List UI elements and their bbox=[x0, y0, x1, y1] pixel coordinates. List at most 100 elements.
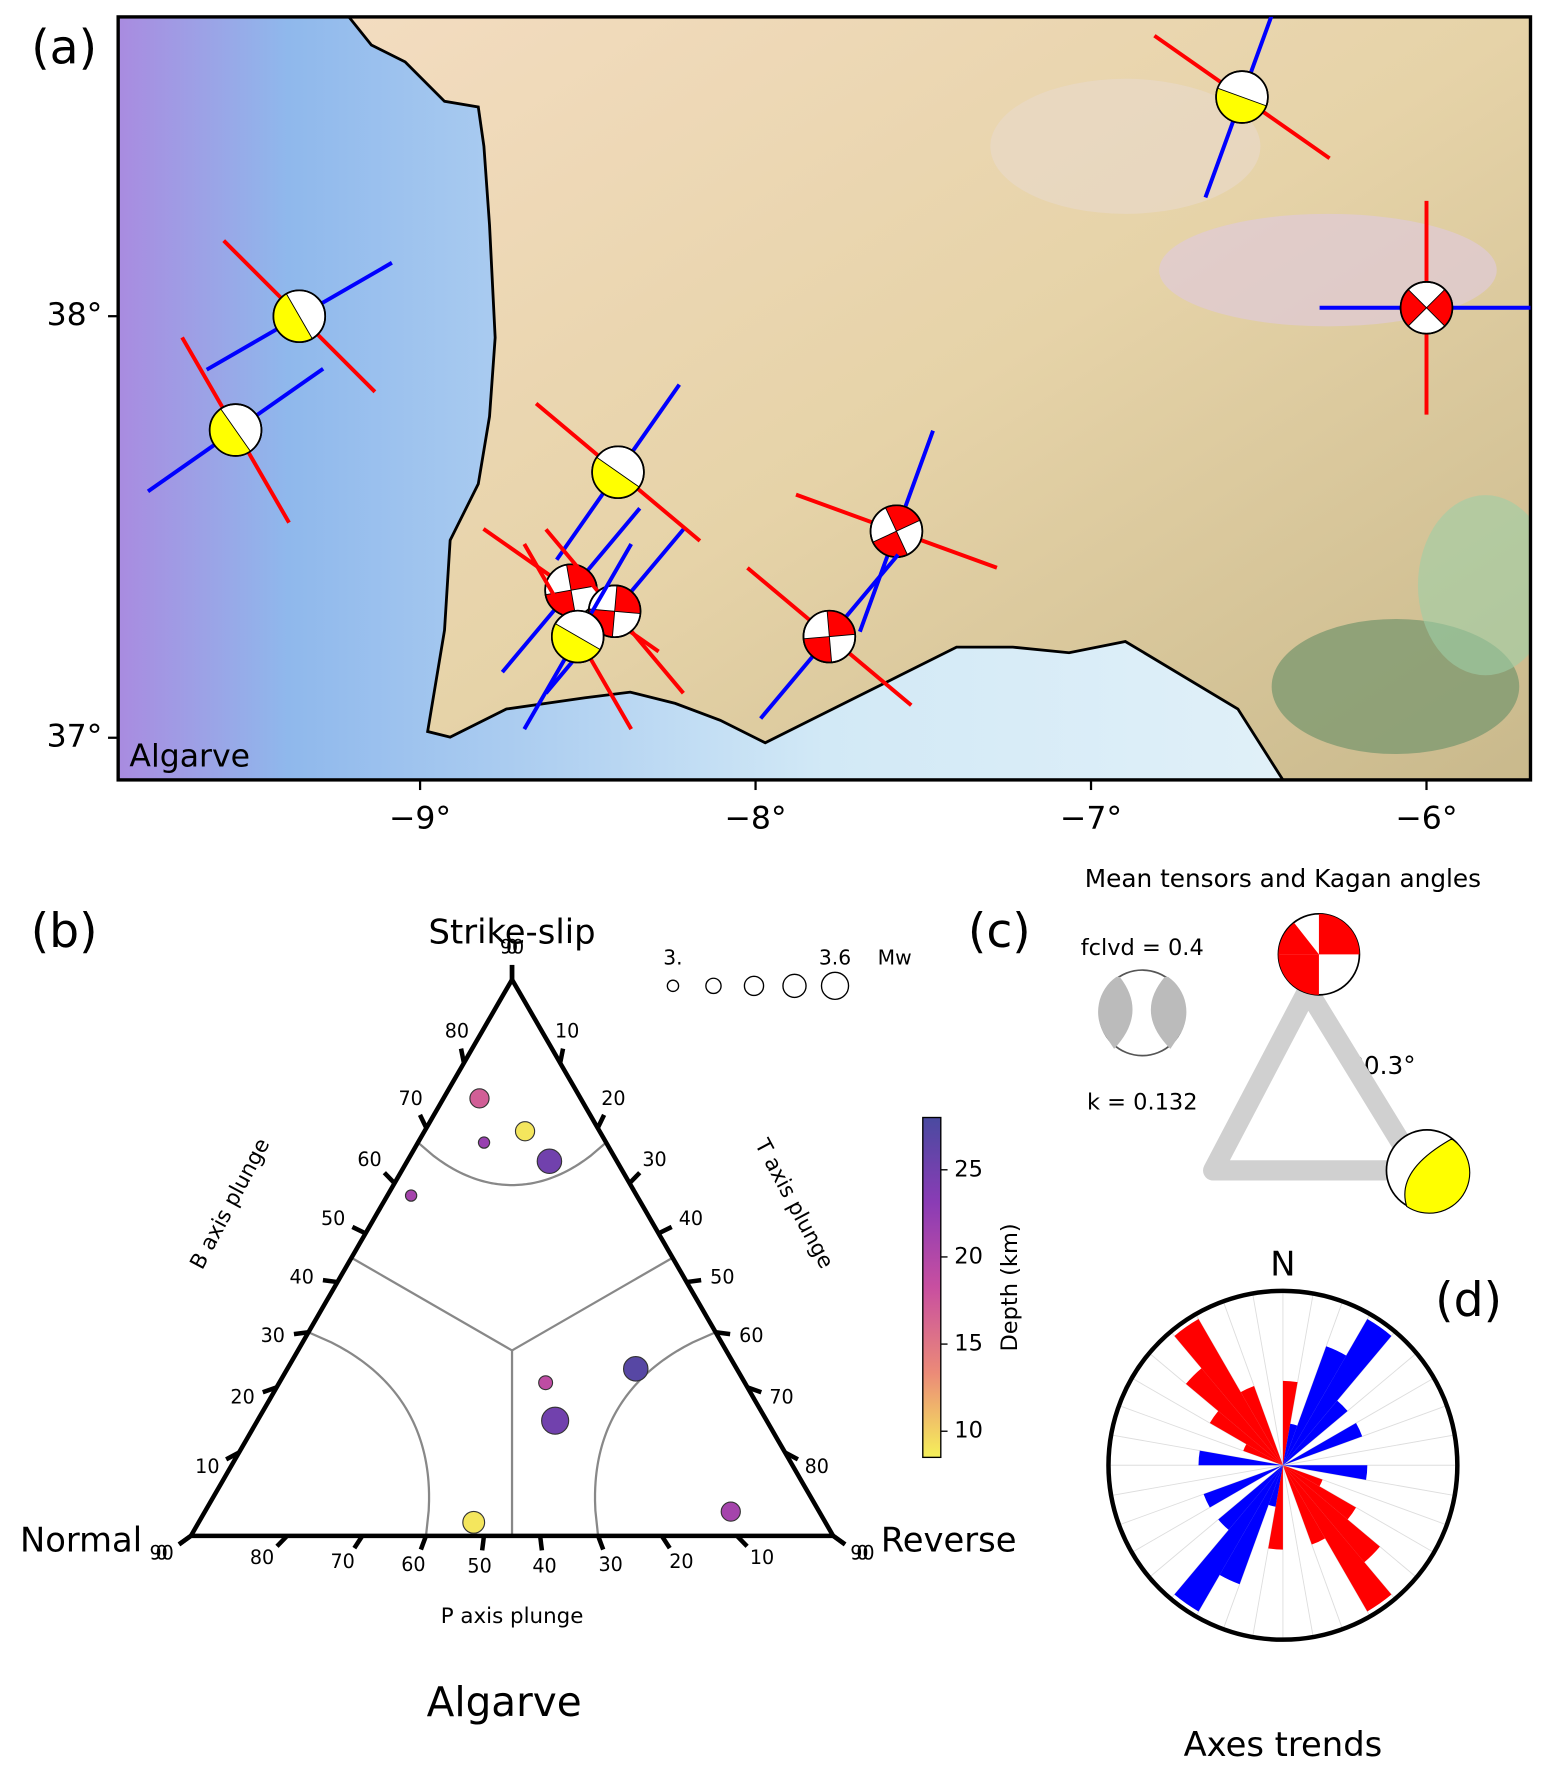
ternary-tick-label: 40 bbox=[679, 1207, 703, 1230]
mechanism-point bbox=[514, 1121, 536, 1142]
annotation: k = 0.132 bbox=[1087, 1089, 1198, 1115]
rose-wedge bbox=[1282, 1380, 1298, 1466]
panel-label: (b) bbox=[31, 904, 98, 959]
class-boundary bbox=[307, 1331, 431, 1536]
ternary-tick-label: 70 bbox=[331, 1550, 355, 1573]
rose-wedge bbox=[1268, 1465, 1283, 1507]
ternary-tick-label: 0 bbox=[856, 1542, 868, 1565]
ternary-tick-label: 10 bbox=[750, 1546, 774, 1569]
rose-wedge bbox=[1219, 1465, 1283, 1585]
ternary-tick bbox=[686, 1277, 702, 1285]
ternary-tick-label: 50 bbox=[321, 1207, 345, 1230]
axis-label: B axis plunge bbox=[185, 1134, 275, 1273]
rose-wedge bbox=[1282, 1319, 1392, 1466]
beachball-outline bbox=[802, 609, 857, 664]
map-events bbox=[146, 16, 1531, 731]
chart-title: Algarve bbox=[427, 1678, 582, 1726]
ternary-tick bbox=[627, 1171, 642, 1185]
ternary-tick-label: 20 bbox=[669, 1550, 693, 1573]
mechanism-point bbox=[538, 1375, 554, 1391]
rose-title: Axes trends bbox=[1184, 1725, 1383, 1764]
panel-label: (d) bbox=[1435, 1273, 1502, 1328]
ternary-tick bbox=[595, 1113, 607, 1130]
ternary-tick bbox=[479, 1535, 487, 1551]
ternary-tick bbox=[322, 1277, 338, 1285]
ternary-edge bbox=[510, 978, 836, 1537]
ternary-edge bbox=[188, 978, 514, 1537]
y-tick-label: 38° bbox=[47, 297, 103, 333]
ternary-tick-label: 80 bbox=[445, 1020, 469, 1043]
ternary-tick-label: 20 bbox=[601, 1087, 625, 1110]
ternary-tick bbox=[595, 1535, 606, 1551]
size-legend-circle bbox=[743, 975, 765, 997]
ternary-tick bbox=[275, 1534, 289, 1548]
map-background bbox=[118, 16, 1531, 780]
rose-spoke bbox=[1111, 1464, 1283, 1496]
class-boundary bbox=[593, 1331, 717, 1536]
size-legend-label: 3. bbox=[663, 945, 682, 969]
rose-spoke bbox=[1252, 1293, 1284, 1466]
ternary-tick-label: 30 bbox=[261, 1324, 285, 1347]
rose-wedge bbox=[1174, 1319, 1283, 1466]
mean-tensor bbox=[1277, 912, 1361, 996]
x-tick-label: −9° bbox=[389, 800, 451, 836]
ternary-tick-label: 40 bbox=[290, 1265, 314, 1288]
mechanism-point bbox=[404, 1189, 418, 1202]
mechanism-point bbox=[720, 1501, 741, 1522]
north-label: N bbox=[1270, 1245, 1295, 1284]
ternary-tick bbox=[715, 1330, 731, 1337]
rose-spoke bbox=[1282, 1434, 1455, 1466]
rose-wedge bbox=[1282, 1465, 1380, 1563]
rose-wedge bbox=[1174, 1465, 1283, 1612]
vertex-label: Normal bbox=[20, 1520, 142, 1559]
panel-label: (a) bbox=[31, 21, 97, 76]
rose-wedge bbox=[1282, 1423, 1363, 1466]
rose-wedge bbox=[1209, 1410, 1283, 1466]
beachball-outline bbox=[1399, 281, 1454, 335]
kagan-triangle bbox=[1203, 980, 1429, 1181]
ternary-tick bbox=[418, 1535, 429, 1551]
ternary-tick bbox=[831, 1534, 847, 1547]
rose-spoke bbox=[1282, 1464, 1417, 1578]
colorbar-tick-label: 10 bbox=[954, 1418, 983, 1444]
map-region-label: Algarve bbox=[129, 738, 250, 774]
class-boundary bbox=[350, 1256, 513, 1352]
ternary-tick-label: 70 bbox=[399, 1087, 423, 1110]
ternary-tick-label: 30 bbox=[599, 1553, 623, 1576]
ternary-tick bbox=[657, 1224, 673, 1236]
ternary-tick bbox=[659, 1534, 672, 1550]
mean-tensor bbox=[1098, 969, 1187, 1057]
mechanism-point bbox=[536, 1148, 563, 1175]
ternary-tick-label: 60 bbox=[401, 1553, 425, 1576]
size-legend-circle bbox=[666, 979, 680, 993]
annotation: fclvd = 0.4 bbox=[1081, 935, 1204, 961]
rose-spoke bbox=[1282, 1465, 1343, 1630]
ternary-tick-label: 90 bbox=[850, 1542, 874, 1565]
size-legend-unit: Mw bbox=[878, 945, 912, 969]
ternary-tick-label: 60 bbox=[357, 1148, 381, 1171]
colorbar-tick-label: 25 bbox=[954, 1156, 983, 1182]
ternary-tick bbox=[177, 1534, 193, 1547]
rose-wedge bbox=[1282, 1465, 1323, 1487]
rose-spoke bbox=[1118, 1405, 1284, 1466]
rose-outline bbox=[1106, 1288, 1460, 1642]
rose-spoke bbox=[1118, 1464, 1284, 1526]
rose-spoke bbox=[1282, 1464, 1447, 1526]
beachball-outline bbox=[208, 403, 263, 457]
kagan-title: Mean tensors and Kagan angles bbox=[1085, 864, 1481, 893]
rose-wedge bbox=[1282, 1465, 1392, 1612]
ternary-tick bbox=[417, 1113, 429, 1130]
rose-wedge bbox=[1198, 1450, 1283, 1466]
class-boundary bbox=[511, 1256, 674, 1352]
class-boundary bbox=[417, 1141, 607, 1187]
ternary-tick-label: 20 bbox=[230, 1385, 254, 1408]
ternary-tick bbox=[225, 1450, 241, 1462]
axis-label: P axis plunge bbox=[441, 1604, 584, 1629]
x-tick-label: −8° bbox=[724, 800, 786, 836]
ternary-tick bbox=[783, 1450, 799, 1462]
mechanism-point bbox=[469, 1088, 490, 1109]
rose-wedge bbox=[1282, 1400, 1348, 1466]
ternary-tick bbox=[352, 1534, 365, 1550]
ternary-tick-label: 90 bbox=[500, 936, 524, 959]
